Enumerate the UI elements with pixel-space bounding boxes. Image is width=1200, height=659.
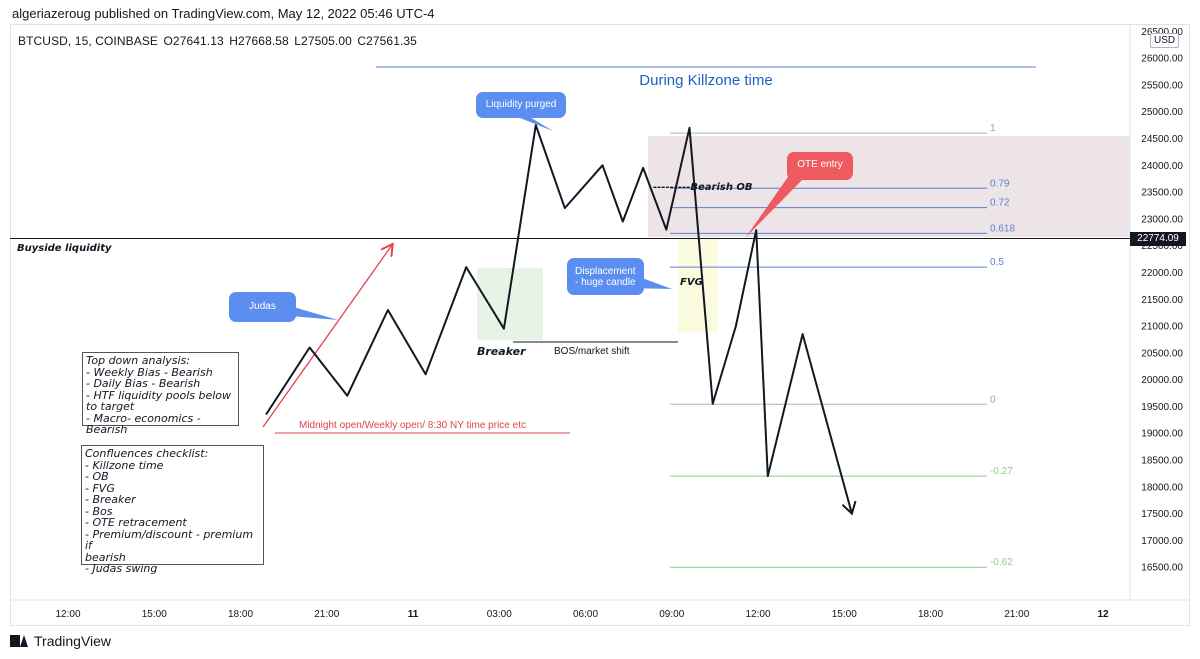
currency-label[interactable]: USD	[1150, 33, 1180, 48]
ote-entry-callout: OTE entry	[787, 152, 853, 180]
current-price-tag: 22774.09	[1130, 232, 1186, 246]
chart-frame	[10, 24, 1190, 626]
judas-swing-callout: Judas swing	[229, 292, 296, 342]
displacement-callout: Displacement - huge candle	[567, 258, 644, 295]
ohlc-low: L27505.00	[294, 34, 352, 48]
ohlc-close: C27561.35	[357, 34, 417, 48]
published-caption: algeriazeroug published on TradingView.c…	[12, 6, 435, 21]
ohlc-high: H27668.58	[229, 34, 289, 48]
top-down-analysis-box: Top down analysis: - Weekly Bias - Beari…	[82, 352, 239, 435]
liquidity-purged-callout: Liquidity purged	[476, 92, 566, 118]
tradingview-logo[interactable]: TradingView	[10, 633, 111, 649]
tradingview-brand: TradingView	[34, 633, 112, 649]
symbol-name[interactable]: BTCUSD, 15, COINBASE	[18, 34, 159, 48]
confluences-checklist-box: Confluences checklist: - Killzone time -…	[81, 445, 264, 574]
tradingview-logo-icon	[10, 635, 28, 647]
ohlc-open: O27641.13	[163, 34, 224, 48]
symbol-legend: BTCUSD, 15, COINBASE O27641.13 H27668.58…	[18, 34, 419, 48]
